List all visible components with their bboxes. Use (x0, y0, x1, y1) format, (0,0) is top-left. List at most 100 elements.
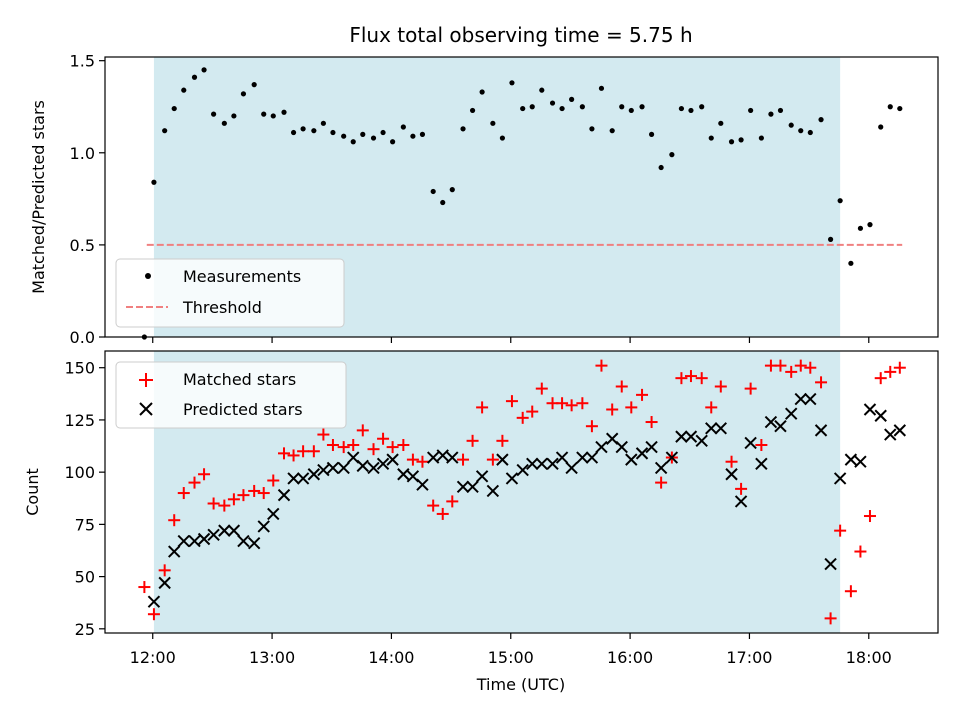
predicted-star-point (755, 457, 768, 471)
measurement-point (738, 137, 744, 143)
matched-star-point (188, 476, 201, 489)
predicted-star-point (665, 451, 679, 464)
predicted-star-point (426, 451, 440, 464)
matched-star-point (496, 434, 509, 447)
matched-star-point (317, 428, 330, 441)
measurement-point (589, 126, 595, 132)
predicted-star-point (197, 532, 211, 546)
measurement-point (648, 131, 655, 137)
predicted-star-point (535, 457, 548, 471)
matched-star-point (815, 376, 828, 389)
count-x-ticks: 12:00 13:00 14:00 15:00 16:00 17:00 18:00 (130, 633, 892, 667)
matched-star-point (416, 455, 429, 468)
matched-star-point (198, 468, 211, 481)
measurement-point (370, 135, 377, 141)
measurement-point (669, 152, 675, 158)
ratio-y-axis-label: Matched/Predicted stars (29, 100, 48, 294)
matched-star-point (585, 420, 598, 433)
legend-threshold-label: Threshold (182, 298, 262, 317)
predicted-star-point (376, 457, 390, 471)
measurement-point (231, 113, 237, 119)
matched-star-point (684, 370, 697, 383)
measurement-point (341, 133, 347, 139)
predicted-star-point (296, 472, 310, 485)
matched-star-point (565, 399, 578, 412)
measurement-point (837, 198, 843, 204)
predicted-star-point (367, 461, 380, 475)
predicted-star-point (237, 534, 250, 548)
matched-star-point (287, 449, 300, 462)
measurement-point (300, 126, 306, 132)
measurement-point (251, 82, 257, 88)
matched-star-point (854, 545, 867, 558)
measurement-point (211, 111, 217, 117)
predicted-star-point (705, 422, 718, 435)
measurement-point (579, 104, 585, 110)
measurement-point (718, 120, 724, 126)
x-tick-label: 13:00 (249, 648, 295, 667)
predicted-star-point (446, 451, 459, 464)
measurement-point (619, 104, 625, 110)
measurement-point (609, 128, 615, 134)
matched-star-point (177, 487, 190, 500)
measurement-point (240, 91, 247, 97)
predicted-star-point (486, 484, 500, 498)
x-tick-label: 12:00 (130, 648, 176, 667)
predicted-star-point (307, 468, 321, 481)
matched-star-point (446, 495, 459, 508)
matched-star-point (267, 474, 280, 487)
predicted-star-point (466, 480, 479, 493)
ratio-x-ticks (152, 337, 870, 343)
predicted-star-point (576, 451, 589, 464)
matched-star-point (147, 608, 160, 621)
matched-star-point (863, 510, 876, 523)
matched-star-point (237, 489, 250, 502)
measurement-point (728, 139, 735, 145)
measurement-point (469, 107, 476, 114)
matched-star-point (326, 439, 339, 451)
legend-measurements-label: Measurements (183, 267, 301, 286)
legend-matched-label: Matched stars (183, 370, 296, 389)
measurement-point (311, 128, 317, 134)
x-tick-label: 15:00 (488, 648, 534, 667)
measurements-series (141, 67, 903, 340)
predicted-star-point (714, 422, 728, 435)
y-tick-label: 75 (75, 515, 95, 534)
ratio-y-ticks: 0.0 0.5 1.0 1.5 (70, 52, 105, 347)
legend-predicted-label: Predicted stars (183, 400, 303, 419)
matched-star-point (834, 524, 847, 537)
x-tick-label: 18:00 (846, 648, 892, 667)
measurement-point (867, 222, 873, 228)
measurement-point (490, 120, 496, 126)
matched-star-point (347, 439, 360, 451)
matched-star-point (207, 497, 220, 510)
predicted-star-point (764, 415, 778, 429)
y-tick-label: 0.0 (70, 328, 95, 347)
measurement-point (191, 74, 198, 80)
predicted-star-point (267, 507, 280, 521)
matched-star-point (844, 585, 857, 598)
matched-star-point (824, 612, 837, 625)
matched-star-point (576, 397, 589, 410)
legend-matched-marker (139, 373, 153, 387)
measurement-point (479, 89, 485, 95)
matched-star-point (615, 380, 628, 393)
measurement-point (509, 80, 515, 86)
matched-star-point (427, 499, 440, 512)
measurement-point (768, 111, 774, 117)
measurement-point (688, 107, 694, 114)
predicted-star-point (436, 449, 449, 462)
measurement-point (748, 107, 754, 114)
matched-star-point (476, 401, 489, 414)
count-plot-frame (104, 350, 939, 634)
matched-star-point (884, 365, 897, 378)
matched-star-point (705, 401, 718, 414)
predicted-star-point (874, 409, 887, 422)
matched-star-point (774, 359, 787, 372)
measurement-point (539, 87, 545, 93)
matched-star-point (804, 361, 817, 374)
measurement-point (798, 128, 804, 134)
count-series (138, 359, 907, 625)
predicted-star-point (227, 524, 241, 537)
measurement-point (350, 139, 356, 145)
